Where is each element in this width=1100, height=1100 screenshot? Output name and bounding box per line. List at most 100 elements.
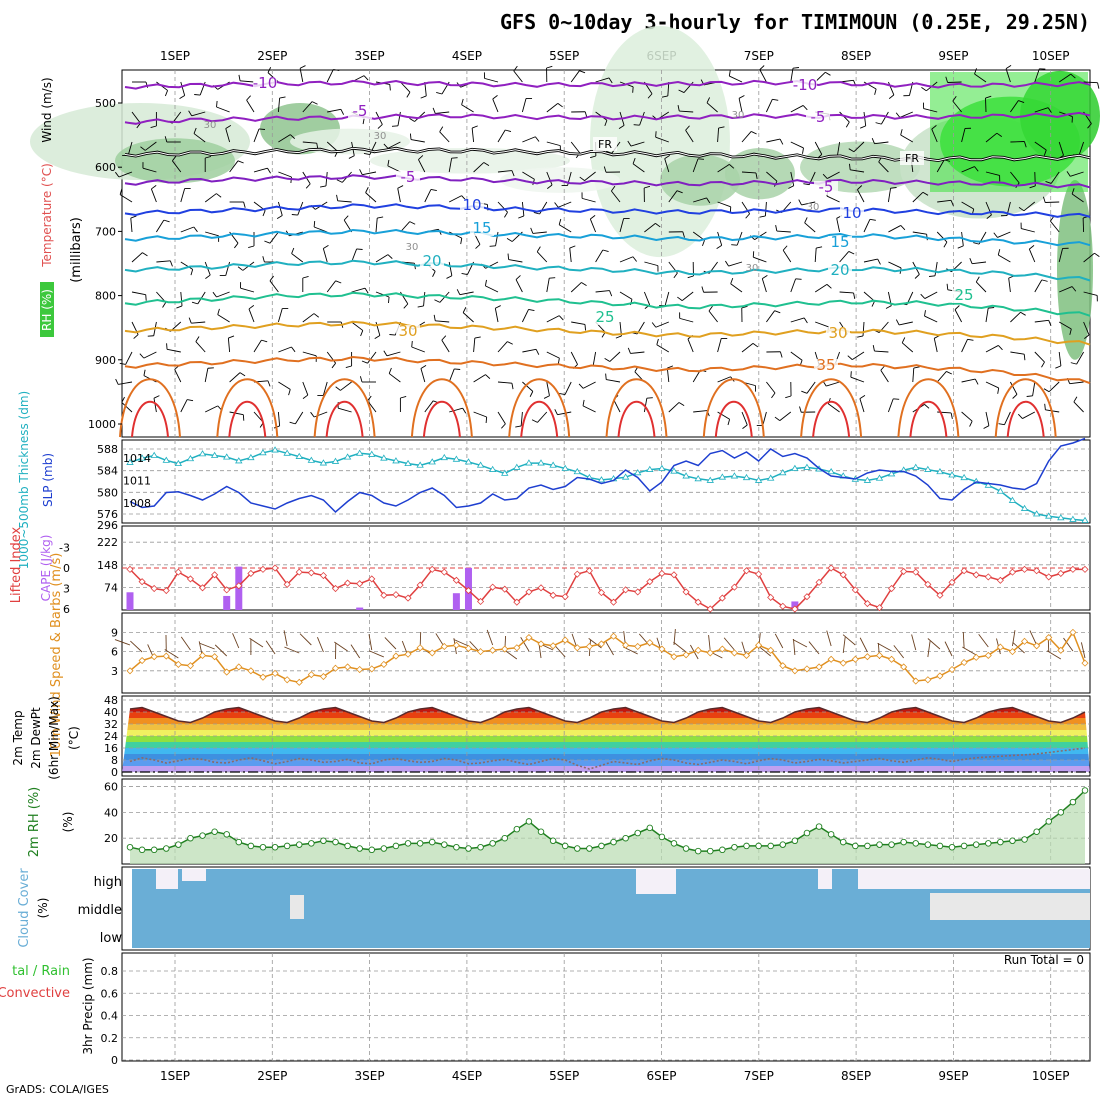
rh2m-point <box>852 842 859 850</box>
contour-label: 30 <box>732 110 745 121</box>
lifted-index-point <box>1020 565 1029 573</box>
wind-barb-flag <box>1020 311 1026 316</box>
wind-barb <box>592 351 597 366</box>
wind-barb-flag <box>1047 107 1052 113</box>
wind-barb <box>142 167 157 173</box>
wind-barb <box>589 218 597 233</box>
lifted-index-point <box>839 571 847 579</box>
rh2m-point <box>803 829 811 837</box>
wind-barb <box>1083 81 1098 84</box>
wind-barb <box>1069 381 1084 385</box>
wind10m-speed-point <box>730 649 738 657</box>
isotherm-loop-hot <box>422 400 461 438</box>
lifted-index-point <box>694 598 702 606</box>
wind-barb-flag <box>848 251 855 255</box>
lifted-index-point <box>924 580 932 588</box>
wind-barb <box>759 69 767 83</box>
thickness-point <box>1032 510 1041 517</box>
lifted-index-line <box>129 567 1085 610</box>
wind-barb <box>388 373 401 383</box>
lifted-index-point <box>706 605 714 613</box>
wind10m-speed-point <box>259 673 267 681</box>
wind-barb-flag <box>191 301 198 305</box>
wind10m-speed-point <box>283 676 291 684</box>
wind-barb-flag <box>139 353 145 359</box>
wind-barb-flag <box>299 65 306 69</box>
wind-barb <box>687 338 694 353</box>
rh2m-point <box>489 840 496 847</box>
wind-barb-flag <box>801 390 808 394</box>
wind-barb-flag <box>311 101 318 105</box>
wind-barb-flag <box>313 313 320 318</box>
thickness-series <box>126 446 1089 523</box>
thickness-point <box>984 481 992 488</box>
wind-barb-flag <box>302 275 309 279</box>
wind-barb <box>801 201 816 206</box>
day-label-bottom: 5SEP <box>549 1069 579 1083</box>
wind-barb-flag <box>871 300 875 307</box>
wind-barb-flag <box>664 155 671 159</box>
wind-barb-flag <box>335 386 341 391</box>
thickness-frame <box>121 439 1091 524</box>
day-label-top: 9SEP <box>938 49 968 63</box>
wind10m-barb <box>793 639 796 656</box>
wind-barb <box>619 218 625 233</box>
wind-barb <box>204 193 217 203</box>
wind-barb-flag <box>248 245 255 249</box>
wind-barb-flag <box>267 167 271 174</box>
lifted-index-point <box>718 594 726 602</box>
wind10m-barb <box>554 644 566 658</box>
wind-barb <box>1083 321 1090 336</box>
wind-barb-flag <box>462 407 467 414</box>
wind-barb <box>741 131 752 143</box>
wind10m-speed-point <box>501 645 509 653</box>
rh-blob <box>725 147 795 200</box>
wind-barb <box>1021 228 1035 233</box>
wind-barb-flag <box>677 296 683 301</box>
wind-barb-flag <box>859 395 866 399</box>
wind-barb <box>954 309 962 323</box>
wind-barb <box>130 218 133 233</box>
wind-barb <box>153 398 157 413</box>
wind-barb <box>397 188 401 203</box>
thickness-point <box>936 467 944 475</box>
cape-li-panel: -3 0 3 6 222 148 74 Lifted Index CAPE (J/kg) <box>9 525 1091 616</box>
contour-label-bg <box>900 151 924 165</box>
wind-barb <box>681 291 694 301</box>
wind-barb <box>362 171 377 176</box>
thickness-point <box>452 455 461 462</box>
wind-barb <box>936 371 947 383</box>
wind-barb <box>878 161 889 173</box>
rh2m-point <box>876 841 883 848</box>
rh2m-point <box>731 843 738 851</box>
temp-band <box>122 748 1090 754</box>
wind10m-speed-point <box>452 641 460 649</box>
contour-label-bg <box>396 171 420 185</box>
wind-barb <box>156 260 171 263</box>
wind-barb <box>204 368 209 383</box>
wind-barb <box>150 188 157 203</box>
wind-barb <box>459 291 474 296</box>
wind-barb <box>1076 351 1084 365</box>
wind-barb-flag <box>363 75 369 81</box>
wind-barb <box>302 101 313 113</box>
precip-grid <box>122 953 1090 1061</box>
wind-barb <box>1058 321 1072 330</box>
wind-barb-flag <box>845 121 850 128</box>
wind-barb-flag <box>1066 171 1071 177</box>
wind-barb-flag <box>151 184 157 190</box>
wind-barb-flag <box>536 246 541 252</box>
wind-barb <box>766 381 776 394</box>
tick-label: -3 <box>59 542 70 555</box>
cloud-gap <box>858 869 1090 889</box>
wind-barb <box>595 249 604 263</box>
contour-label: 15 <box>472 219 491 237</box>
rh2m-point <box>525 818 533 825</box>
wind-barb <box>278 171 292 178</box>
wind10m-speed-point <box>440 642 448 651</box>
wind-barb <box>961 166 975 173</box>
lifted-index-point <box>1045 573 1053 581</box>
thickness-point <box>368 450 376 457</box>
wind-barb <box>961 201 974 210</box>
wind-barb <box>522 171 535 180</box>
